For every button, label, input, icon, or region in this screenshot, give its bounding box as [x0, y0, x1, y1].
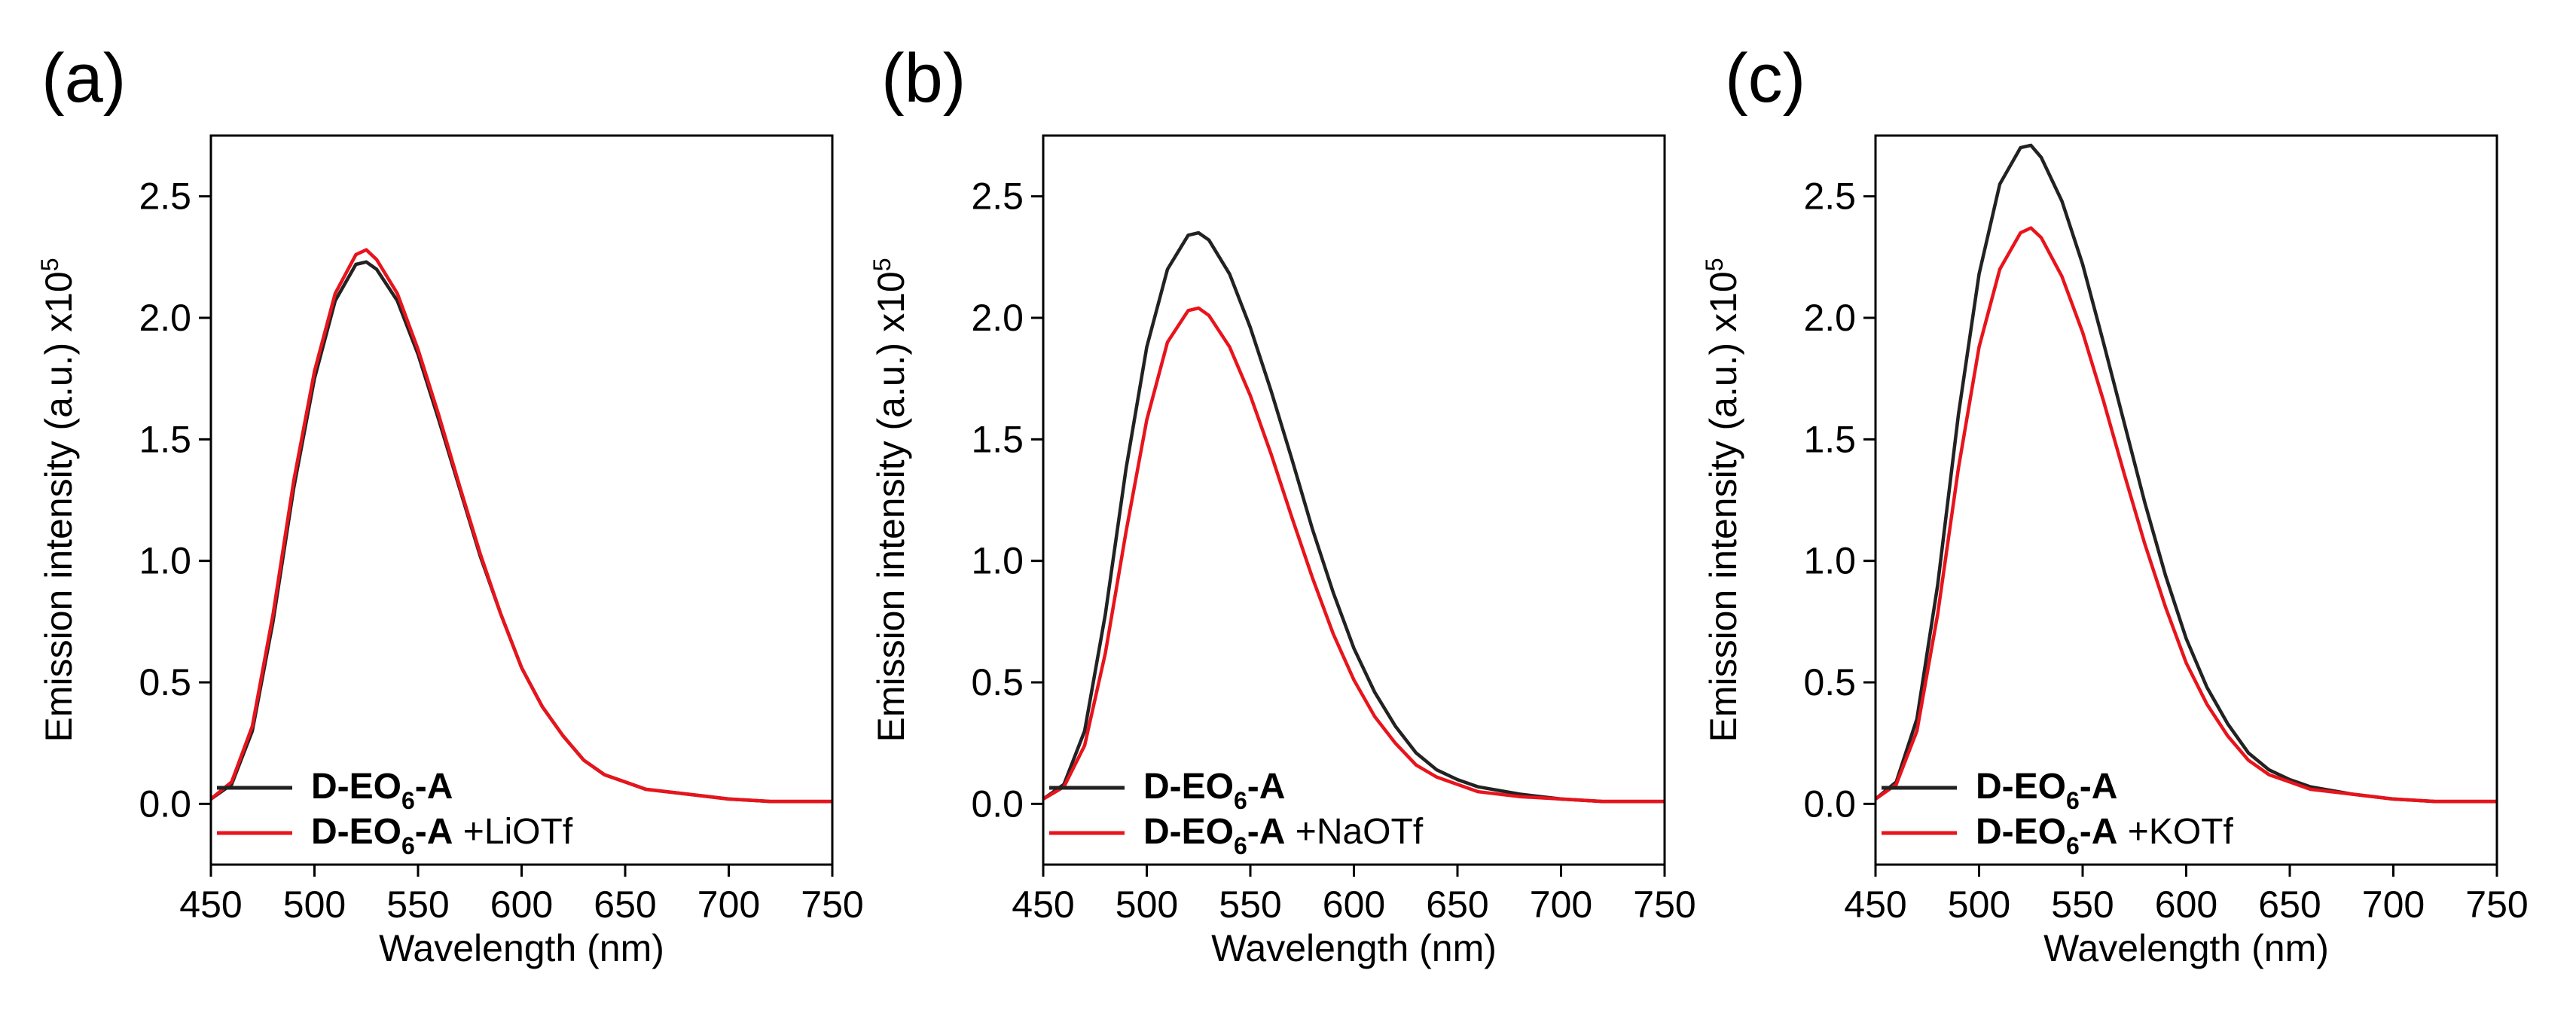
y-axis-title-exponent: 5 — [1701, 258, 1728, 271]
y-axis-title-text: Emission intensity (a.u.) x10 — [870, 271, 912, 742]
x-tick-label: 500 — [1948, 883, 2010, 926]
panel-label: (a) — [41, 40, 126, 117]
legend-subscript: 6 — [1234, 832, 1247, 859]
legend-subscript: 6 — [1234, 787, 1247, 814]
panel-label: (c) — [1725, 40, 1805, 117]
x-tick-label: 650 — [594, 883, 656, 926]
legend-salt: +LiOTf — [453, 812, 572, 852]
legend-label-1: D-EO6-A +NaOTf — [1143, 812, 1424, 859]
x-tick-label: 450 — [1012, 883, 1074, 926]
x-tick-label: 600 — [1323, 883, 1385, 926]
y-tick-label: 1.0 — [139, 540, 191, 582]
y-tick-label: 2.5 — [139, 175, 191, 218]
y-tick-label: 1.5 — [971, 418, 1024, 460]
legend-name-end: -A — [415, 767, 453, 807]
x-axis-title: Wavelength (nm) — [1211, 927, 1497, 969]
plot-area — [211, 248, 832, 804]
legend-name: D-EO — [1143, 767, 1234, 807]
y-tick-label: 0.5 — [971, 661, 1024, 703]
series-line-1 — [1043, 306, 1665, 804]
panel-1: (b) 450 500 550 600 650 700 750 0.0 0.5 1.0 1.5 2.0 2… — [868, 40, 1696, 969]
y-tick-label: 0.0 — [139, 783, 191, 825]
legend-salt: +NaOTf — [1285, 812, 1423, 852]
y-tick-label: 1.5 — [139, 418, 191, 460]
y-axis-title: Emission intensity (a.u.) x105 — [868, 258, 912, 742]
legend-name-end: -A — [2080, 767, 2118, 807]
legend-name-end: -A — [1247, 767, 1286, 807]
legend-name: D-EO — [311, 812, 401, 852]
legend-name: D-EO — [1143, 812, 1234, 852]
x-tick-label: 750 — [2465, 883, 2528, 926]
panel-label: (b) — [881, 40, 966, 117]
y-tick-label: 0.5 — [139, 661, 191, 703]
series-line-0 — [1043, 230, 1665, 804]
panel-0: (a) 450 500 550 600 650 700 750 0.0 0.5 1.0 1.5 2.0 2… — [36, 40, 864, 969]
x-axis-title: Wavelength (nm) — [379, 927, 664, 969]
legend-name-end: -A — [1247, 812, 1286, 852]
y-tick-label: 2.5 — [1803, 175, 1856, 218]
x-tick-label: 600 — [2155, 883, 2217, 926]
x-tick-label: 500 — [1116, 883, 1178, 926]
legend-name: D-EO — [1976, 812, 2066, 852]
panel-2: (c) 450 500 550 600 650 700 750 0.0 0.5 1.0 1.5 2.0 2… — [1701, 40, 2529, 969]
series-line-1 — [211, 248, 832, 804]
x-tick-label: 700 — [697, 883, 760, 926]
legend-name: D-EO — [1976, 767, 2066, 807]
y-tick-label: 2.0 — [139, 297, 191, 339]
x-tick-label: 550 — [1219, 883, 1281, 926]
x-tick-label: 450 — [1844, 883, 1906, 926]
legend-subscript: 6 — [2066, 787, 2080, 814]
y-axis-title: Emission intensity (a.u.) x105 — [1701, 258, 1744, 742]
y-axis-title-text: Emission intensity (a.u.) x10 — [1702, 271, 1744, 742]
y-tick-label: 1.0 — [971, 540, 1024, 582]
plot-area — [1043, 230, 1665, 804]
legend-label-1: D-EO6-A +LiOTf — [311, 812, 573, 859]
x-tick-label: 650 — [2258, 883, 2321, 926]
plot-area — [1876, 143, 2497, 804]
legend-label-0: D-EO6-A — [1143, 767, 1285, 814]
x-tick-label: 750 — [801, 883, 863, 926]
x-tick-label: 450 — [179, 883, 242, 926]
x-axis-title: Wavelength (nm) — [2043, 927, 2329, 969]
y-axis-title: Emission intensity (a.u.) x105 — [36, 258, 80, 742]
legend-label-1: D-EO6-A +KOTf — [1976, 812, 2233, 859]
x-tick-label: 700 — [1530, 883, 1592, 926]
x-tick-label: 750 — [1633, 883, 1695, 926]
y-tick-label: 1.0 — [1803, 540, 1856, 582]
x-tick-label: 550 — [2051, 883, 2114, 926]
legend-label-0: D-EO6-A — [1976, 767, 2117, 814]
x-tick-label: 550 — [386, 883, 449, 926]
y-tick-label: 2.0 — [971, 297, 1024, 339]
y-axis-title-exponent: 5 — [36, 258, 63, 271]
series-line-1 — [1876, 226, 2497, 804]
legend-name-end: -A — [2080, 812, 2118, 852]
legend-name-end: -A — [415, 812, 453, 852]
legend-subscript: 6 — [401, 787, 415, 814]
legend-subscript: 6 — [401, 832, 415, 859]
x-tick-label: 650 — [1426, 883, 1488, 926]
series-line-0 — [1876, 143, 2497, 804]
legend-salt: +KOTf — [2117, 812, 2233, 852]
y-axis-title-text: Emission intensity (a.u.) x10 — [38, 271, 80, 742]
y-tick-label: 2.5 — [971, 175, 1024, 218]
y-tick-label: 0.0 — [1803, 783, 1856, 825]
legend-name: D-EO — [311, 767, 401, 807]
x-tick-label: 700 — [2362, 883, 2425, 926]
legend-subscript: 6 — [2066, 832, 2080, 859]
y-axis-title-exponent: 5 — [868, 258, 896, 271]
y-tick-label: 1.5 — [1803, 418, 1856, 460]
x-tick-label: 600 — [490, 883, 553, 926]
y-tick-label: 0.0 — [971, 783, 1024, 825]
y-tick-label: 2.0 — [1803, 297, 1856, 339]
y-tick-label: 0.5 — [1803, 661, 1856, 703]
legend-label-0: D-EO6-A — [311, 767, 453, 814]
x-tick-label: 500 — [283, 883, 346, 926]
